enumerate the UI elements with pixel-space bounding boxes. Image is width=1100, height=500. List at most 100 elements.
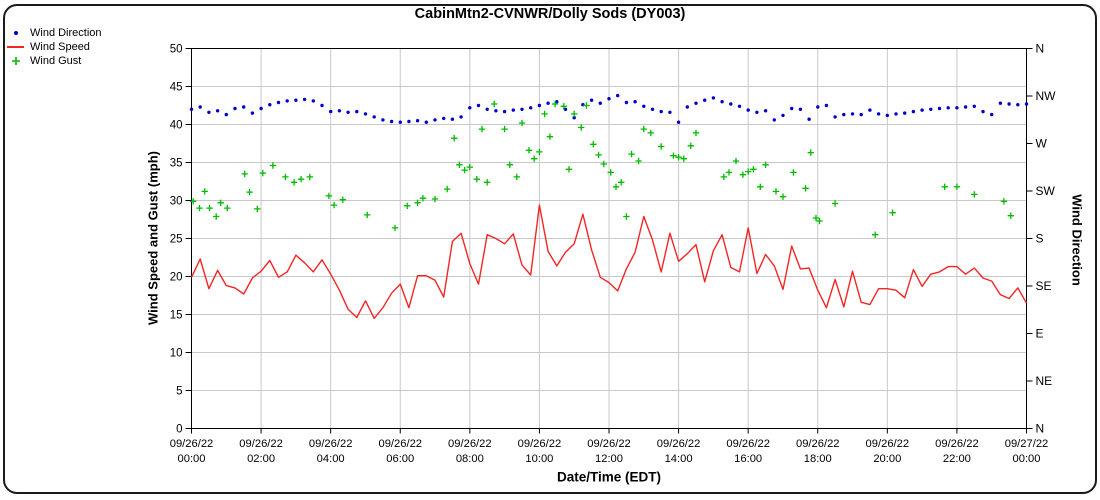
series-wind-gust-points <box>190 100 1014 238</box>
x-tick-label-date: 09/26/22 <box>866 438 910 450</box>
series-wind-direction-point <box>685 105 689 109</box>
series-wind-direction-point <box>302 97 307 102</box>
x-tick-label-date: 09/26/22 <box>309 438 353 450</box>
series-wind-direction-point <box>424 120 428 124</box>
y-tick-label-left: 5 <box>176 386 182 398</box>
series-wind-direction-point <box>320 103 324 108</box>
series-wind-direction-point <box>494 109 498 113</box>
series-wind-direction-point <box>885 113 889 118</box>
x-tick-label-time: 18:00 <box>804 453 832 465</box>
series-wind-direction-point <box>972 104 976 109</box>
y-tick-label-left: 15 <box>170 310 183 322</box>
y-tick-label-left: 35 <box>170 158 183 170</box>
series-wind-direction-point <box>459 115 463 119</box>
x-tick-label-date: 09/26/22 <box>657 438 701 450</box>
series-wind-direction-point <box>659 109 663 114</box>
series-wind-direction-point <box>442 116 446 121</box>
series-wind-direction-point <box>555 100 559 104</box>
x-tick-label-time: 14:00 <box>665 453 693 465</box>
series-wind-direction-point <box>703 98 707 102</box>
series-wind-direction-point <box>946 106 950 110</box>
y-tick-label-right: NW <box>1036 89 1057 103</box>
x-tick-label-time: 00:00 <box>178 453 206 465</box>
wind-direction-dot-icon <box>7 27 24 39</box>
series-wind-direction-point <box>963 105 968 109</box>
series-wind-direction-point <box>781 113 785 118</box>
series-wind-direction-point <box>842 112 846 117</box>
series-wind-direction-point <box>433 118 437 122</box>
y-tick-label-right: N <box>1036 42 1045 56</box>
series-wind-direction-point <box>1007 102 1011 106</box>
y-tick-label-right: S <box>1036 232 1044 246</box>
series-wind-direction-point <box>415 119 420 123</box>
x-axis-label: Date/Time (EDT) <box>556 469 662 485</box>
series-wind-direction-point <box>511 108 515 112</box>
series-wind-direction-point <box>398 120 402 124</box>
y-tick-label-right: E <box>1036 327 1044 341</box>
legend-item-wind-direction: Wind Direction <box>7 26 102 40</box>
series-wind-direction-point <box>790 106 794 111</box>
series-wind-direction-point <box>616 93 620 98</box>
legend: Wind Direction Wind Speed Wind Gust <box>7 26 102 68</box>
series-wind-direction-point <box>737 104 742 109</box>
series-wind-direction-point <box>372 115 376 119</box>
series-wind-direction-point <box>711 96 716 100</box>
y-tick-label-left: 25 <box>170 234 183 246</box>
series-wind-direction-point <box>694 101 698 105</box>
series-wind-direction-point <box>468 106 472 110</box>
x-tick-label-time: 00:00 <box>1013 453 1041 465</box>
series-wind-direction-point <box>311 99 315 103</box>
x-tick-label-time: 10:00 <box>525 453 553 465</box>
series-wind-direction-point <box>189 107 194 112</box>
series-wind-direction-point <box>607 97 611 101</box>
series-wind-direction-point <box>224 112 228 117</box>
series-wind-direction-point <box>250 111 255 115</box>
y-tick-label-right: SE <box>1036 279 1052 293</box>
series-wind-direction-point <box>242 105 246 109</box>
series-wind-direction-point <box>859 112 863 117</box>
series-wind-direction-point <box>363 112 368 116</box>
series-wind-direction-point <box>1016 103 1020 107</box>
series-wind-direction-point <box>955 106 959 110</box>
series-wind-direction-point <box>589 98 594 102</box>
legend-label-wind-direction: Wind Direction <box>30 27 102 39</box>
legend-item-wind-gust: Wind Gust <box>7 54 102 68</box>
series-wind-direction-point <box>981 109 985 114</box>
series-wind-direction-point <box>215 109 220 113</box>
series-wind-direction-point <box>894 112 898 116</box>
y-tick-label-right: W <box>1036 137 1048 151</box>
y-tick-label-left: 45 <box>170 82 183 94</box>
x-tick-label-time: 22:00 <box>943 453 971 465</box>
series-wind-direction-point <box>772 118 776 122</box>
series-wind-direction-point <box>676 120 681 124</box>
series-wind-direction-point <box>572 116 576 120</box>
series-wind-direction-point <box>337 109 342 113</box>
legend-label-wind-speed: Wind Speed <box>30 41 90 53</box>
x-tick-label-date: 09/26/22 <box>448 438 492 450</box>
series-wind-direction-point <box>476 103 481 108</box>
series-wind-direction-point <box>329 109 333 114</box>
series-wind-direction-point <box>624 100 629 105</box>
x-tick-label-date: 09/26/22 <box>170 438 214 450</box>
series-wind-direction-point <box>850 112 855 116</box>
series-wind-direction-point <box>868 108 872 112</box>
series-wind-direction-point <box>355 109 359 114</box>
x-tick-label-date: 09/26/22 <box>378 438 422 450</box>
x-tick-label-time: 08:00 <box>456 453 484 465</box>
x-tick-label-time: 16:00 <box>734 453 762 465</box>
series-wind-direction-point <box>729 102 733 106</box>
series-wind-direction-point <box>920 108 924 112</box>
y-tick-label-left: 20 <box>170 272 183 284</box>
wind-speed-line-icon <box>7 41 24 53</box>
series-wind-direction-point <box>876 112 881 116</box>
series-wind-direction-point <box>450 117 455 121</box>
series-wind-direction-point <box>807 117 811 121</box>
series-wind-direction-point <box>990 112 994 117</box>
y-tick-label-left: 10 <box>170 348 183 360</box>
series-wind-direction-point <box>763 109 768 113</box>
series-wind-direction-point <box>746 108 750 112</box>
y-tick-label-left: 0 <box>176 424 182 436</box>
x-tick-label-date: 09/26/22 <box>726 438 770 450</box>
series-wind-direction-point <box>294 98 298 102</box>
